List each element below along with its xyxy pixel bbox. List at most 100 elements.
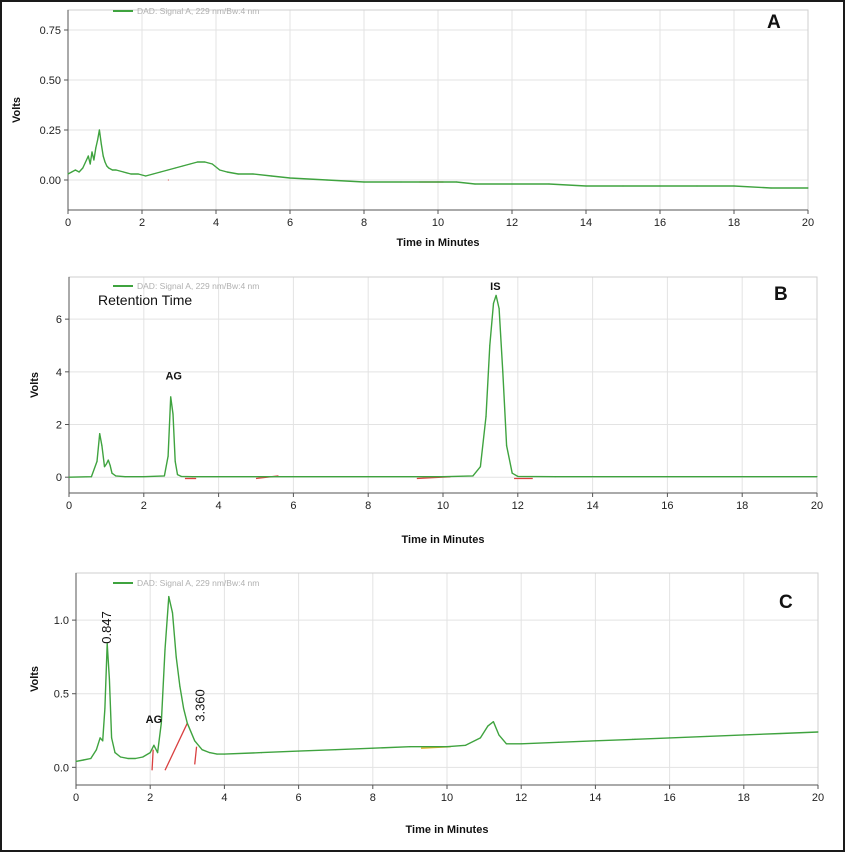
- x-tick-label: 10: [441, 792, 453, 804]
- baseline-segment: [151, 749, 154, 771]
- signal-point: [96, 460, 98, 462]
- signal-point: [223, 753, 225, 755]
- signal-point: [175, 656, 177, 658]
- signal-point: [98, 129, 101, 131]
- signal-point: [99, 433, 101, 435]
- signal-point: [219, 169, 221, 171]
- x-tick-label: 12: [515, 792, 527, 804]
- signal-point: [101, 444, 103, 447]
- signal-point: [105, 463, 107, 465]
- signal-point: [492, 721, 494, 723]
- signal-point: [82, 167, 84, 169]
- chart-panel-b: 0 2 4 6 8 10 12 14 16 18 20 0 2 4 6 Time in Minutes Volt…: [29, 276, 823, 546]
- signal-point: [367, 476, 369, 478]
- peak-label-is: IS: [490, 281, 500, 293]
- y-tick-label: 1.0: [54, 615, 69, 627]
- signal-point: [816, 476, 818, 478]
- signal-point: [182, 165, 184, 167]
- x-tick-label: 2: [139, 217, 145, 229]
- x-tick-label: 16: [654, 217, 666, 229]
- signal-point: [124, 476, 126, 478]
- signal-point: [159, 171, 162, 173]
- signal-point: [554, 476, 556, 478]
- signal-point: [91, 151, 93, 153]
- signal-point: [164, 648, 166, 651]
- signal-point: [122, 171, 125, 173]
- panel-letter: A: [767, 12, 781, 33]
- signal-point: [807, 187, 809, 189]
- signal-point: [335, 749, 337, 751]
- signal-point: [817, 731, 819, 733]
- signal-point: [89, 163, 91, 165]
- signal-point: [137, 173, 139, 175]
- signal-point: [71, 171, 73, 173]
- x-axis-title: Time in Minutes: [397, 237, 480, 249]
- signal-point: [298, 750, 300, 752]
- signal-point: [115, 475, 117, 477]
- signal-point: [659, 185, 661, 187]
- y-tick-label: 6: [56, 314, 62, 326]
- signal-point: [109, 464, 111, 466]
- signal-point: [68, 476, 70, 478]
- signal-point: [189, 163, 191, 165]
- signal-point: [520, 743, 522, 745]
- x-tick-label: 0: [73, 792, 79, 804]
- legend-label: DAD: Signal A, 229 nm/Bw:4 nm: [137, 6, 259, 16]
- peak-label-ag: AG: [146, 714, 163, 726]
- legend-label: DAD: Signal A, 229 nm/Bw:4 nm: [137, 578, 259, 588]
- x-tick-label: 0: [66, 500, 72, 512]
- y-axis-title: Volts: [29, 372, 41, 398]
- signal-point: [167, 455, 169, 457]
- signal-point: [631, 738, 634, 740]
- signal-point: [622, 185, 624, 187]
- signal-point: [270, 175, 273, 177]
- signal-point: [669, 737, 671, 739]
- x-tick-label: 14: [589, 792, 601, 804]
- signal-point: [163, 475, 165, 477]
- y-tick-label: 0.0: [54, 762, 69, 774]
- signal-point: [485, 416, 487, 418]
- signal-point: [372, 747, 374, 749]
- signal-point: [130, 173, 132, 175]
- signal-point: [97, 139, 99, 141]
- signal-point: [149, 752, 151, 754]
- signal-point: [104, 161, 106, 163]
- x-tick-label: 4: [221, 792, 227, 804]
- signal-point: [442, 476, 444, 478]
- signal-point: [260, 752, 263, 754]
- signal-point: [74, 169, 76, 171]
- signal-point: [78, 171, 80, 173]
- signal-point: [67, 173, 69, 175]
- signal-point: [134, 757, 136, 760]
- x-tick-label: 10: [432, 217, 444, 229]
- signal-point: [82, 759, 85, 761]
- signal-point: [498, 734, 500, 736]
- x-tick-label: 4: [216, 500, 222, 512]
- signal-point: [176, 473, 179, 476]
- signal-point: [517, 475, 519, 478]
- x-tick-label: 20: [812, 792, 824, 804]
- x-tick-label: 18: [728, 217, 740, 229]
- x-tick-label: 20: [802, 217, 814, 229]
- signal-point: [780, 732, 782, 735]
- signal-point: [492, 302, 495, 304]
- retention-time-label: 3.360: [193, 689, 208, 722]
- signal-point: [182, 707, 185, 710]
- signal-point: [437, 181, 439, 183]
- signal-point: [292, 476, 294, 478]
- signal-point: [489, 344, 491, 347]
- y-tick-label: 0.5: [54, 689, 69, 701]
- signal-point: [409, 746, 411, 748]
- x-tick-label: 16: [663, 792, 675, 804]
- signal-point: [201, 749, 203, 751]
- signal-point: [226, 171, 228, 173]
- signal-series-line: [67, 129, 808, 189]
- y-tick-label: 0.25: [40, 125, 61, 137]
- signal-point: [153, 744, 155, 746]
- x-tick-label: 0: [65, 217, 71, 229]
- signal-point: [289, 177, 291, 179]
- x-tick-label: 8: [365, 500, 371, 512]
- signal-point: [114, 752, 116, 754]
